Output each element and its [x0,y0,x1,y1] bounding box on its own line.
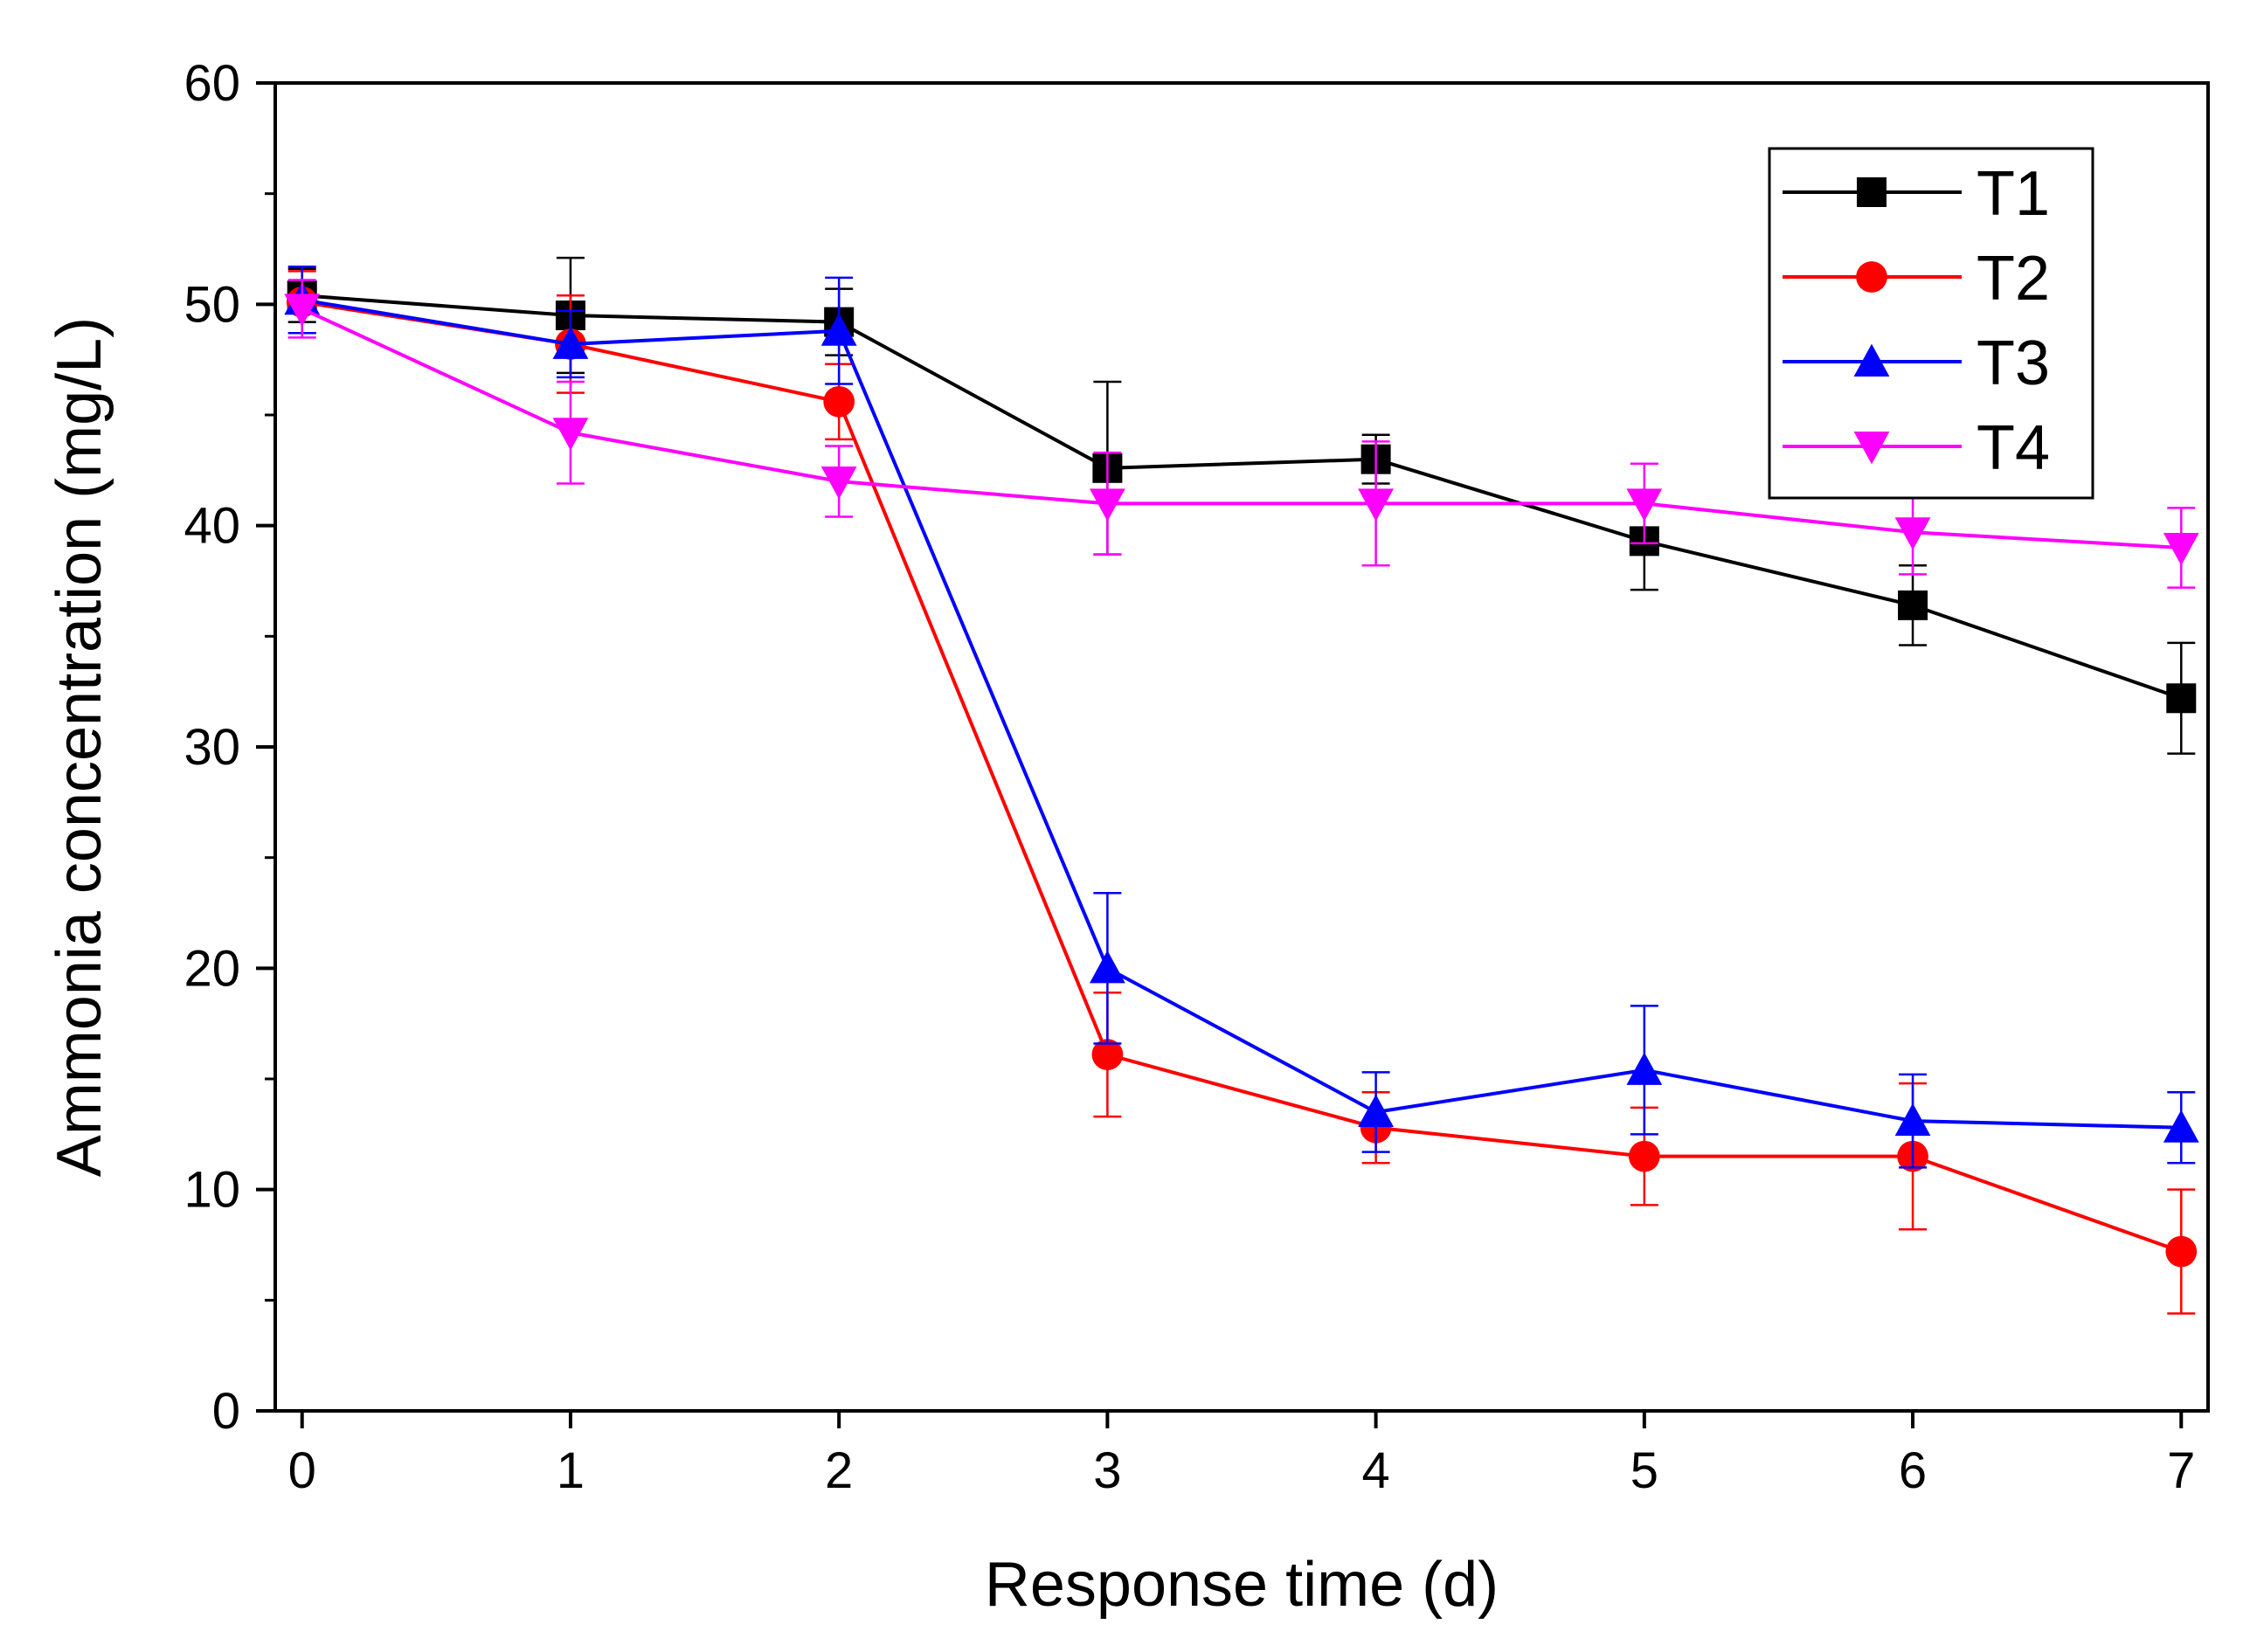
data-point [1626,488,1663,522]
y-tick-label: 60 [183,55,240,112]
legend-item-t3: T3 [1783,328,2050,398]
data-point [552,418,589,451]
data-point [2163,533,2199,566]
data-point [820,313,857,346]
legend-item-t1: T1 [1783,159,2050,229]
legend-item-t2: T2 [1783,244,2050,314]
axis-ticks: 0 1 2 3 4 5 6 7 0 10 20 30 40 50 60 [183,55,2195,1499]
series-t3 [284,266,2199,1169]
x-tick-label: 2 [825,1442,853,1499]
x-tick-label: 4 [1361,1442,1389,1499]
legend: T1 T2 T3 T4 [1768,147,2094,500]
x-tick-label: 3 [1093,1442,1121,1499]
legend-label: T2 [1977,244,2050,314]
legend-label: T3 [1977,328,2050,398]
legend-marker [1853,432,1890,465]
data-point [1898,590,1928,620]
x-tick-label: 7 [2167,1442,2195,1499]
data-point [552,326,589,359]
y-tick-label: 20 [183,940,240,997]
data-point [1894,1102,1931,1137]
legend-marker [1857,177,1887,207]
series-line [301,298,2182,1130]
data-point [2166,683,2197,714]
data-point [2163,1109,2199,1143]
data-point [1091,1039,1124,1070]
x-tick-label: 0 [288,1442,316,1499]
y-tick-label: 40 [183,498,240,555]
y-axis-title: Ammonia concentration (mg/L) [45,317,114,1177]
legend-marker [1856,261,1887,293]
y-tick-label: 30 [183,719,240,776]
legend-item-t4: T4 [1783,413,2050,483]
series-line [301,294,2182,701]
data-point [1626,1052,1663,1085]
data-point [1894,517,1931,550]
data-point [1358,488,1395,522]
x-tick-label: 6 [1899,1442,1927,1499]
x-axis-title: Response time (d) [985,1550,1499,1620]
data-point [1089,488,1125,522]
legend-marker [1853,343,1890,377]
x-tick-label: 5 [1630,1442,1658,1499]
series-line [301,300,2182,1254]
series-line [301,307,2182,550]
x-tick-label: 1 [557,1442,585,1499]
legend-label: T4 [1977,413,2050,483]
data-point [1628,1140,1660,1172]
series-layer [284,256,2199,1315]
y-tick-label: 0 [212,1383,240,1440]
data-point [284,294,321,327]
legend-box [1768,147,2094,500]
series-t4 [284,279,2199,589]
legend-label: T1 [1977,159,2050,229]
data-point [820,467,857,500]
y-tick-label: 50 [183,276,240,333]
data-point [823,385,855,418]
data-point [1089,950,1125,984]
y-tick-label: 10 [183,1162,240,1219]
data-point [1358,1094,1395,1127]
data-point [2165,1235,2198,1268]
